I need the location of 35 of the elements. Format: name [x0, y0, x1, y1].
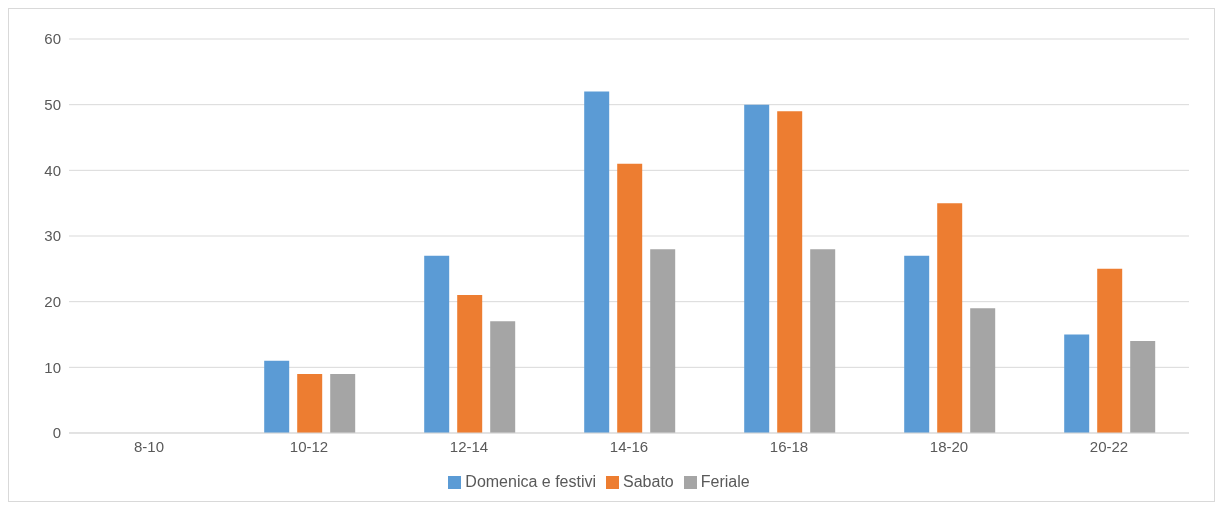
legend-label: Domenica e festivi: [465, 473, 597, 490]
y-tick-label: 40: [44, 161, 61, 179]
bar: [650, 249, 676, 433]
x-tick-label: 14-16: [609, 437, 649, 455]
y-tick-label: 0: [52, 424, 61, 442]
bar: [744, 104, 770, 433]
y-tick-label: 60: [44, 30, 61, 48]
bar: [584, 91, 610, 433]
bar: [1097, 268, 1123, 433]
legend-label: Feriale: [700, 473, 750, 490]
bar: [970, 308, 996, 433]
bar: [297, 373, 323, 433]
bar: [617, 163, 643, 433]
bar: [904, 255, 930, 433]
bar: [264, 360, 290, 433]
bar: [330, 373, 356, 433]
bar: [424, 255, 450, 433]
x-tick-label: 18-20: [929, 437, 969, 455]
bar: [490, 321, 516, 433]
y-tick-label: 10: [44, 358, 61, 376]
x-tick-label: 16-18: [769, 437, 809, 455]
x-tick-label: 20-22: [1089, 437, 1129, 455]
bar: [1130, 341, 1156, 433]
x-tick-label: 10-12: [289, 437, 329, 455]
bar: [810, 249, 836, 433]
y-tick-label: 20: [44, 292, 61, 310]
legend-label: Sabato: [623, 473, 674, 490]
y-tick-label: 50: [44, 95, 61, 113]
bar: [777, 111, 803, 433]
y-tick-label: 30: [44, 227, 61, 245]
bar: [937, 203, 963, 433]
x-tick-label: 12-14: [449, 437, 489, 455]
bar: [1064, 334, 1090, 433]
x-tick-label: 8-10: [133, 437, 165, 455]
bar: [457, 295, 483, 433]
